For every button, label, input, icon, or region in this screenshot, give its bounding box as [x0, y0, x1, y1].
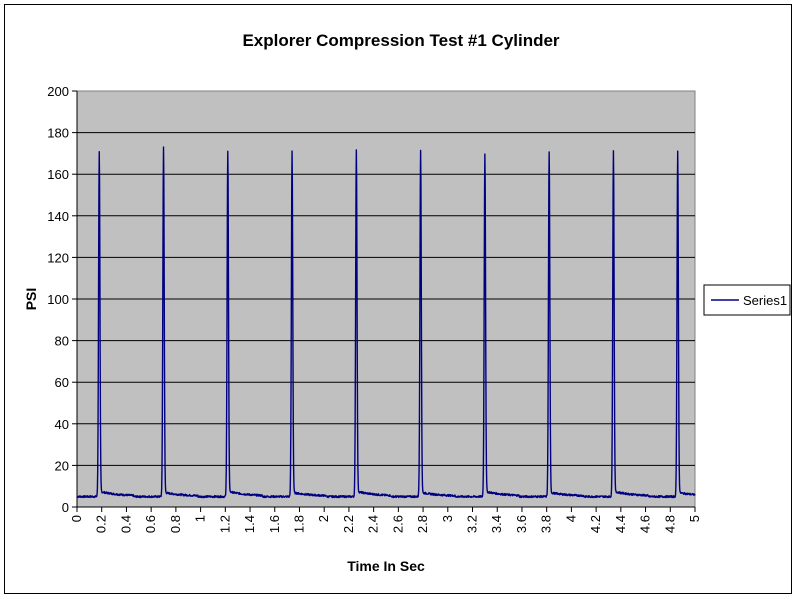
x-tick-label: 1.2 — [217, 515, 232, 533]
x-tick-label: 0.2 — [94, 515, 109, 533]
chart-title: Explorer Compression Test #1 Cylinder — [242, 31, 559, 50]
y-tick-label: 100 — [47, 292, 69, 307]
x-axis-ticks: 0 0.2 0.4 0.6 0.8 1 1.2 1.4 1.6 1.8 2 2.2 2.4 2.6 2.8 3… — [69, 507, 702, 533]
x-tick-label: 4.2 — [588, 515, 603, 533]
legend-label: Series1 — [743, 293, 787, 308]
x-tick-label: 0.4 — [118, 515, 133, 533]
y-tick-label: 200 — [47, 84, 69, 99]
y-axis-title: PSI — [23, 288, 39, 311]
chart-svg: Explorer Compression Test #1 Cylinder 0 2… — [23, 31, 791, 574]
x-tick-label: 4.6 — [638, 515, 653, 533]
y-tick-label: 40 — [55, 417, 69, 432]
y-axis-ticks: 0 20 40 60 80 100 120 140 160 180 200 — [47, 84, 77, 515]
legend: Series1 — [703, 284, 791, 316]
y-tick-label: 80 — [55, 334, 69, 349]
x-tick-label: 3.2 — [465, 515, 480, 533]
y-tick-label: 160 — [47, 167, 69, 182]
x-tick-label: 4.8 — [662, 515, 677, 533]
x-tick-label: 2 — [316, 515, 331, 522]
x-tick-label: 4 — [563, 515, 578, 522]
x-tick-label: 1.4 — [242, 515, 257, 533]
x-tick-label: 5 — [687, 515, 702, 522]
chart-frame: Explorer Compression Test #1 Cylinder 0 2… — [4, 4, 792, 594]
y-tick-label: 140 — [47, 209, 69, 224]
x-tick-label: 4.4 — [613, 515, 628, 533]
y-tick-label: 120 — [47, 250, 69, 265]
x-tick-label: 3.6 — [514, 515, 529, 533]
x-tick-label: 0.8 — [168, 515, 183, 533]
series-layer — [76, 146, 696, 499]
y-tick-label: 20 — [55, 458, 69, 473]
x-tick-label: 3 — [440, 515, 455, 522]
x-tick-label: 2.6 — [390, 515, 405, 533]
x-tick-label: 3.4 — [489, 515, 504, 533]
x-tick-label: 0 — [69, 515, 84, 522]
x-tick-label: 1.6 — [267, 515, 282, 533]
x-tick-label: 0.6 — [143, 515, 158, 533]
y-tick-label: 180 — [47, 126, 69, 141]
y-tick-label: 0 — [62, 500, 69, 515]
x-tick-label: 2.2 — [341, 515, 356, 533]
y-tick-label: 60 — [55, 375, 69, 390]
x-tick-label: 2.8 — [415, 515, 430, 533]
x-tick-label: 3.8 — [539, 515, 554, 533]
x-axis-title: Time In Sec — [347, 558, 425, 574]
grid-lines — [77, 132, 695, 466]
x-tick-label: 1.8 — [291, 515, 306, 533]
x-tick-label: 1 — [193, 515, 208, 522]
x-tick-label: 2.4 — [366, 515, 381, 533]
series-line-series1 — [76, 146, 696, 499]
